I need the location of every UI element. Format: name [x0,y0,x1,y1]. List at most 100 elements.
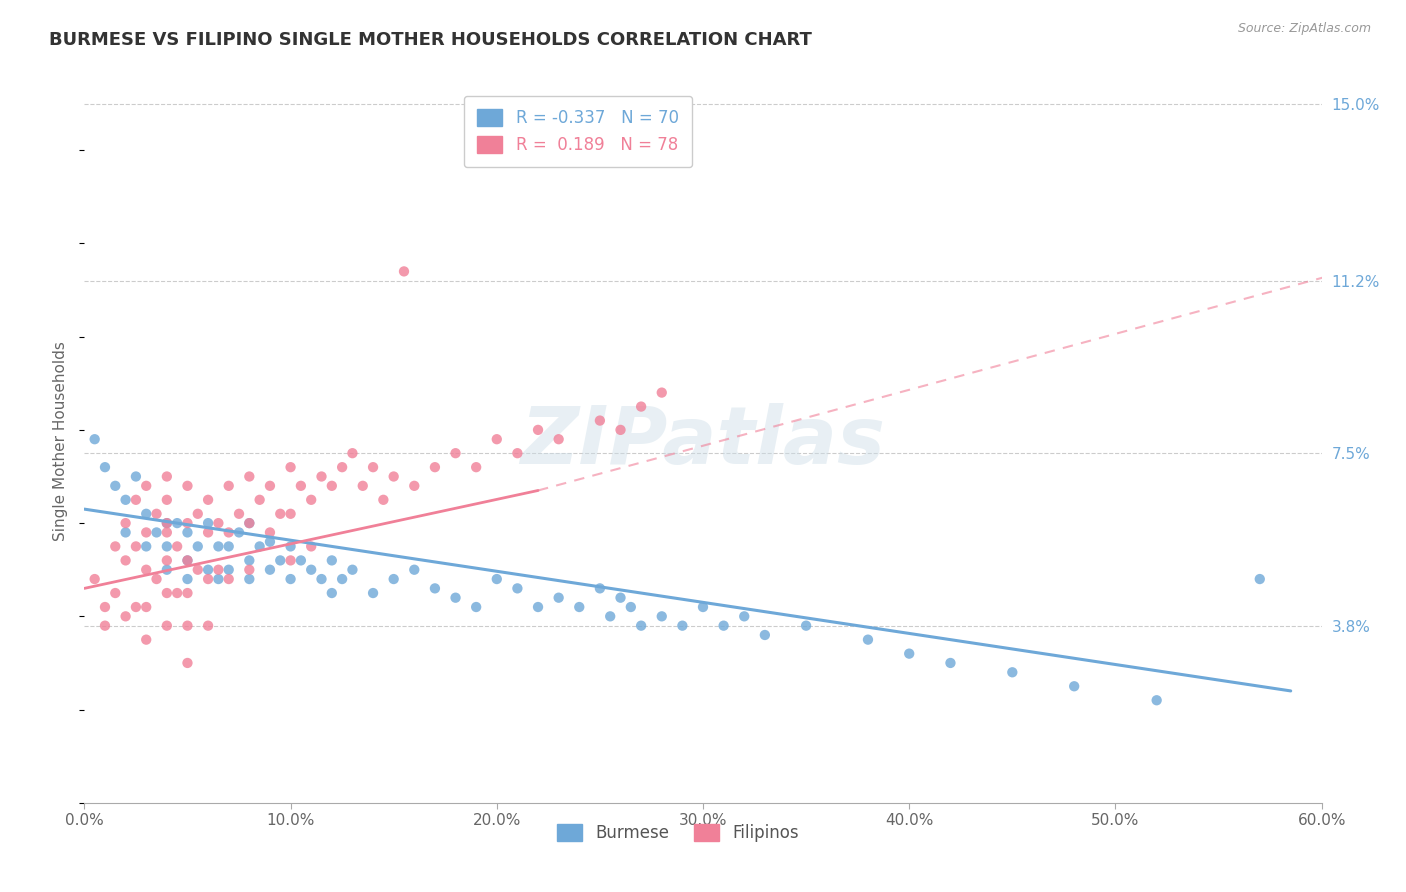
Point [166,540,188,554]
Point [104,479,127,493]
Point [197,572,219,586]
Point [238,563,260,577]
Point [156,553,179,567]
Point [197,563,219,577]
Point [465,460,488,475]
Point [299,540,322,554]
Point [330,572,353,586]
Point [299,492,322,507]
Point [713,618,735,632]
Y-axis label: Single Mother Households: Single Mother Households [53,342,69,541]
Point [856,632,879,647]
Point [568,600,591,615]
Point [238,572,260,586]
Point [145,572,167,586]
Point [589,413,612,427]
Point [166,516,188,530]
Point [238,516,260,530]
Point [176,553,198,567]
Point [156,516,179,530]
Point [228,525,250,540]
Point [156,563,179,577]
Point [135,507,157,521]
Point [156,525,179,540]
Point [311,572,333,586]
Point [94,618,117,632]
Point [404,479,426,493]
Point [692,600,714,615]
Point [156,618,179,632]
Point [135,563,157,577]
Point [630,400,652,414]
Point [609,423,631,437]
Text: ZIPatlas: ZIPatlas [520,402,886,481]
Point [1001,665,1024,680]
Point [94,600,117,615]
Point [382,469,405,483]
Point [342,446,364,460]
Point [280,460,302,475]
Point [218,479,240,493]
Point [94,460,117,475]
Point [125,492,148,507]
Point [104,586,127,600]
Point [125,600,148,615]
Point [156,469,179,483]
Point [207,540,229,554]
Point [547,432,569,446]
Point [898,647,921,661]
Point [176,553,198,567]
Point [342,563,364,577]
Point [114,525,136,540]
Point [373,492,395,507]
Point [620,600,643,615]
Point [114,492,136,507]
Point [1063,679,1085,693]
Point [1146,693,1168,707]
Point [754,628,776,642]
Point [197,525,219,540]
Point [280,540,302,554]
Point [156,516,179,530]
Point [156,492,179,507]
Point [609,591,631,605]
Point [238,516,260,530]
Point [939,656,962,670]
Point [671,618,693,632]
Point [156,540,179,554]
Point [238,553,260,567]
Point [259,525,281,540]
Point [83,572,105,586]
Point [1249,572,1271,586]
Point [218,525,240,540]
Point [176,586,198,600]
Point [207,516,229,530]
Point [651,609,673,624]
Point [259,479,281,493]
Point [352,479,374,493]
Point [485,572,508,586]
Point [135,632,157,647]
Point [259,563,281,577]
Legend: Burmese, Filipinos: Burmese, Filipinos [550,817,806,848]
Point [114,609,136,624]
Point [176,516,198,530]
Point [269,553,291,567]
Point [114,516,136,530]
Point [506,582,529,596]
Point [321,479,343,493]
Text: Source: ZipAtlas.com: Source: ZipAtlas.com [1237,22,1371,36]
Point [249,540,271,554]
Point [269,507,291,521]
Point [404,563,426,577]
Point [506,446,529,460]
Point [176,572,198,586]
Point [465,600,488,615]
Point [125,469,148,483]
Point [207,572,229,586]
Point [444,591,467,605]
Point [444,446,467,460]
Point [321,586,343,600]
Point [83,432,105,446]
Point [197,516,219,530]
